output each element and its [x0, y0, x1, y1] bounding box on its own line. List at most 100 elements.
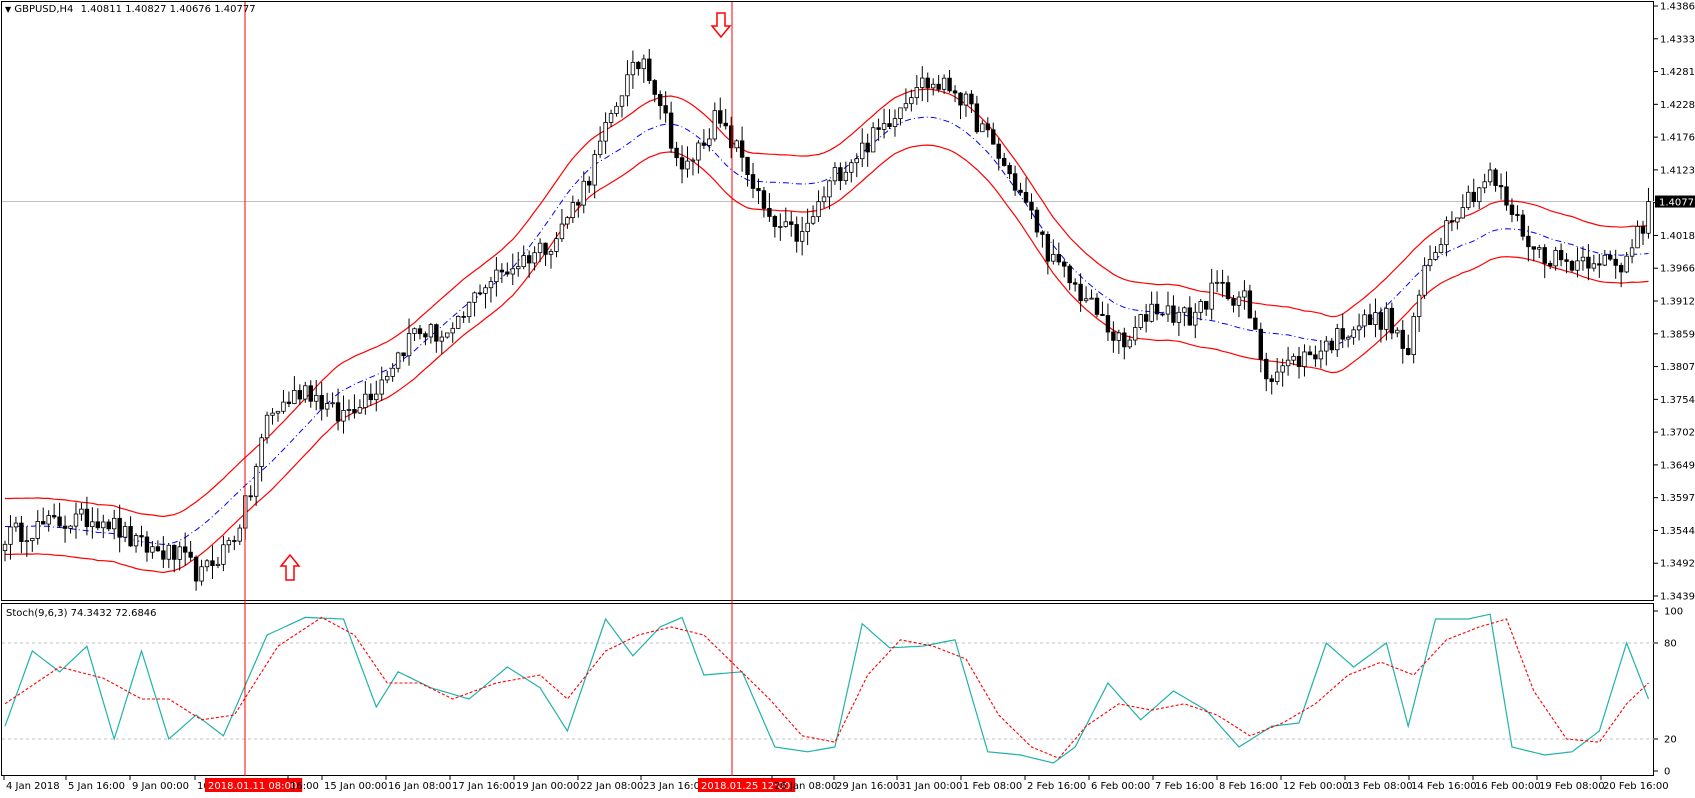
candle-bull-body: [24, 540, 30, 543]
candle: [1449, 211, 1455, 232]
candle: [1324, 335, 1329, 366]
time-axis[interactable]: 4 Jan 2018 5 Jan 16:00 9 Jan 00:00 102018.0…: [3, 776, 1669, 792]
candle-bull-body: [1302, 351, 1307, 367]
candle: [1345, 335, 1351, 348]
candle-bear-body: [887, 123, 892, 128]
candle-bear-body: [182, 546, 188, 553]
candle-bull-body: [1373, 312, 1378, 325]
candle-bear-body: [996, 143, 1001, 159]
candle-bull-body: [466, 301, 472, 318]
candle-bull-body: [1635, 225, 1640, 249]
candle-bear-body: [952, 90, 958, 94]
candle-bull-body: [1395, 329, 1400, 334]
candle: [1618, 262, 1624, 288]
candle: [1362, 309, 1367, 338]
candle-bull-body: [619, 95, 625, 107]
candle: [532, 246, 537, 271]
candle: [292, 376, 297, 405]
collapse-triangle-icon[interactable]: ▼: [5, 5, 12, 14]
candle-bull-body: [1482, 181, 1487, 189]
candle-bear-body: [1564, 259, 1569, 262]
candle: [734, 139, 739, 152]
candle: [1225, 275, 1231, 301]
candle-bull-body: [1438, 244, 1444, 253]
candle: [352, 394, 357, 419]
candle: [1242, 280, 1247, 310]
candle: [1258, 322, 1263, 373]
candle-bear-body: [172, 544, 177, 560]
candle-bull-body: [259, 437, 264, 467]
candle-bull-body: [1646, 201, 1651, 234]
candle: [1291, 353, 1296, 366]
candle-bear-body: [526, 255, 532, 264]
candle-bear-body: [679, 157, 685, 170]
candle-bull-body: [1274, 371, 1280, 382]
time-label: 4 Jan 2018: [6, 781, 60, 792]
candle-bear-body: [1072, 282, 1078, 285]
candle-bear-body: [232, 540, 237, 542]
time-label: 16 Feb 00:00: [1475, 781, 1541, 792]
candle: [985, 117, 990, 138]
candle-bull-body: [608, 113, 614, 123]
candle: [1340, 313, 1345, 349]
candle-bear-body: [210, 560, 215, 567]
price-label: 1.37545: [1660, 395, 1695, 406]
candle: [1624, 252, 1629, 274]
candle-bear-body: [1558, 250, 1564, 261]
price-axis[interactable]: 1.43860 1.43335 1.42810 1.42285 1.41760 1.412…: [1654, 2, 1695, 603]
candle-bear-body: [772, 216, 778, 227]
candle: [1537, 244, 1542, 259]
candle: [909, 89, 914, 112]
main-chart-frame[interactable]: [1, 1, 1654, 601]
candle-bear-body: [401, 352, 406, 357]
candle-bull-body: [532, 252, 537, 264]
candle: [73, 502, 79, 539]
candle: [1007, 162, 1012, 180]
candle-bull-body: [1149, 303, 1154, 322]
candle-bull-body: [90, 521, 95, 528]
candle-bull-body: [1477, 187, 1482, 202]
candle: [275, 410, 281, 422]
candle: [172, 544, 177, 573]
candle-bull-body: [324, 403, 330, 410]
indicator-frame[interactable]: [1, 603, 1654, 776]
stoch-axis[interactable]: 100 80 20 0: [1654, 607, 1683, 778]
candle-bull-body: [357, 407, 363, 414]
candle: [1133, 315, 1138, 346]
candle: [1051, 239, 1056, 265]
candle: [1253, 310, 1258, 330]
candle-bear-body: [1542, 247, 1547, 264]
candle: [199, 559, 204, 586]
main-header: ▼ GBPUSD,H4 1.40811 1.40827 1.40676 1.40…: [5, 4, 256, 15]
candle-bear-body: [991, 129, 996, 145]
candle: [887, 109, 892, 130]
time-label: 8 Feb 16:00: [1219, 781, 1278, 792]
candle: [931, 78, 936, 96]
candle-bull-body: [696, 142, 701, 161]
candle: [259, 433, 264, 482]
time-label: 12 Feb 00:00: [1283, 781, 1349, 792]
candle: [707, 128, 712, 152]
candle: [876, 118, 881, 141]
candle-bull-body: [314, 394, 319, 402]
time-label: 13 Feb 08:00: [1347, 781, 1413, 792]
candle: [434, 323, 439, 353]
candle: [319, 381, 324, 421]
candle-bear-body: [41, 521, 46, 525]
candle: [1406, 334, 1411, 356]
candle-bear-body: [128, 526, 133, 547]
candle-bear-body: [1509, 204, 1515, 215]
candle: [1542, 244, 1547, 279]
candle: [1493, 168, 1498, 192]
candle-bear-body: [1111, 331, 1116, 341]
candle-bear-body: [499, 269, 505, 273]
candle: [690, 157, 696, 176]
candle: [1127, 335, 1132, 350]
candle: [712, 102, 717, 142]
time-label: 19 Feb 08:00: [1539, 781, 1605, 792]
candle-bull-body: [565, 217, 570, 225]
candle: [62, 515, 68, 543]
stoch-label: 100: [1664, 607, 1683, 618]
candle: [767, 193, 772, 222]
